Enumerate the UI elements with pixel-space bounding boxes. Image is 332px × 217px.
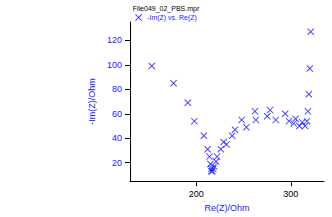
svg-text:120: 120 — [107, 35, 122, 45]
svg-text:File049_02_PBS.mpr: File049_02_PBS.mpr — [133, 5, 200, 13]
svg-text:200: 200 — [189, 189, 204, 199]
svg-text:-Im(Z) vs. Re(Z): -Im(Z) vs. Re(Z) — [147, 14, 197, 22]
svg-text:60: 60 — [112, 109, 122, 119]
svg-text:40: 40 — [112, 133, 122, 143]
svg-text:300: 300 — [283, 189, 298, 199]
svg-text:100: 100 — [107, 60, 122, 70]
svg-text:80: 80 — [112, 84, 122, 94]
svg-text:Re(Z)/Ohm: Re(Z)/Ohm — [205, 203, 250, 213]
svg-text:20: 20 — [112, 158, 122, 168]
svg-text:-Im(Z)/Ohm: -Im(Z)/Ohm — [87, 78, 97, 125]
